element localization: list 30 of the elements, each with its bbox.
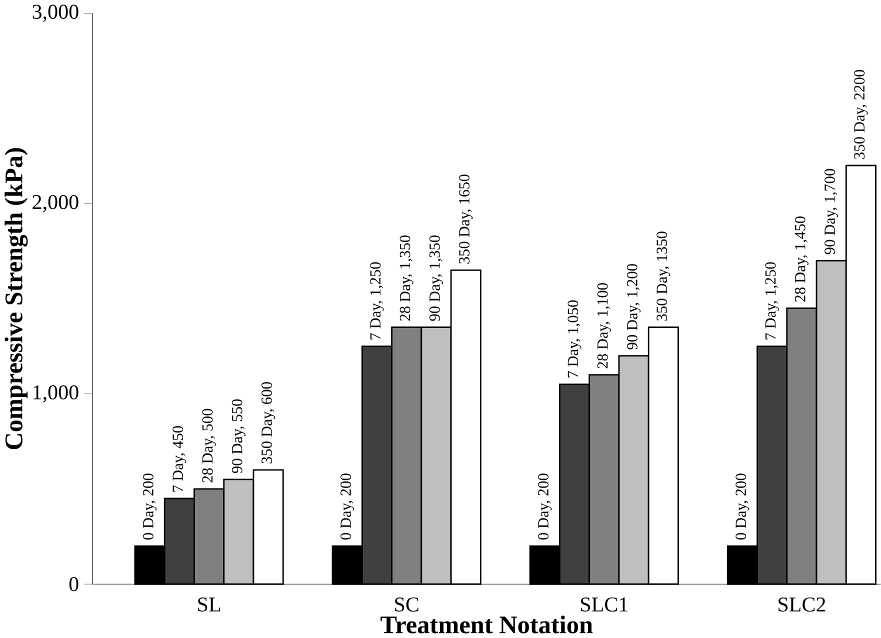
data-label: 7 Day, 1,250: [370, 262, 384, 340]
data-label: 0 Day, 200: [142, 474, 157, 540]
data-label: 28 Day, 1,100: [597, 283, 611, 368]
data-label: 350 Day, 2200: [854, 70, 868, 159]
data-label: 350 Day, 600: [262, 382, 276, 464]
data-label: 350 Day, 1650: [459, 174, 473, 264]
y-tick-label: 3,000: [32, 4, 78, 22]
data-label: 350 Day, 1350: [656, 232, 670, 321]
data-label: 28 Day, 1,450: [794, 216, 808, 302]
y-tick-label: 1,000: [34, 385, 78, 402]
data-label: 7 Day, 1,250: [765, 262, 779, 340]
y-tick-label: 2,000: [32, 194, 78, 212]
data-label: 90 Day, 1,200: [626, 264, 641, 350]
data-label: 0 Day, 200: [736, 474, 750, 540]
y-tick-label: 0: [69, 576, 78, 592]
x-tick-label: SC: [395, 597, 418, 612]
x-axis-title: Treatment Notation: [380, 616, 593, 634]
data-label: 28 Day, 500: [202, 408, 216, 482]
data-label: 0 Day, 200: [340, 474, 354, 540]
y-axis-title: Compressive Strength (kPa): [4, 148, 28, 450]
x-tick-label: SLC2: [778, 597, 826, 612]
data-label: 90 Day, 1,350: [429, 235, 444, 321]
data-label: 90 Day, 550: [232, 399, 246, 474]
data-label: 28 Day, 1,350: [400, 235, 414, 321]
data-label: 90 Day, 1,700: [824, 168, 838, 254]
data-label: 7 Day, 1,050: [568, 300, 582, 378]
data-label: 7 Day, 450: [172, 426, 186, 492]
x-tick-label: SL: [198, 597, 220, 612]
x-tick-label: SLC1: [581, 597, 628, 612]
data-label: 0 Day, 200: [538, 474, 552, 540]
